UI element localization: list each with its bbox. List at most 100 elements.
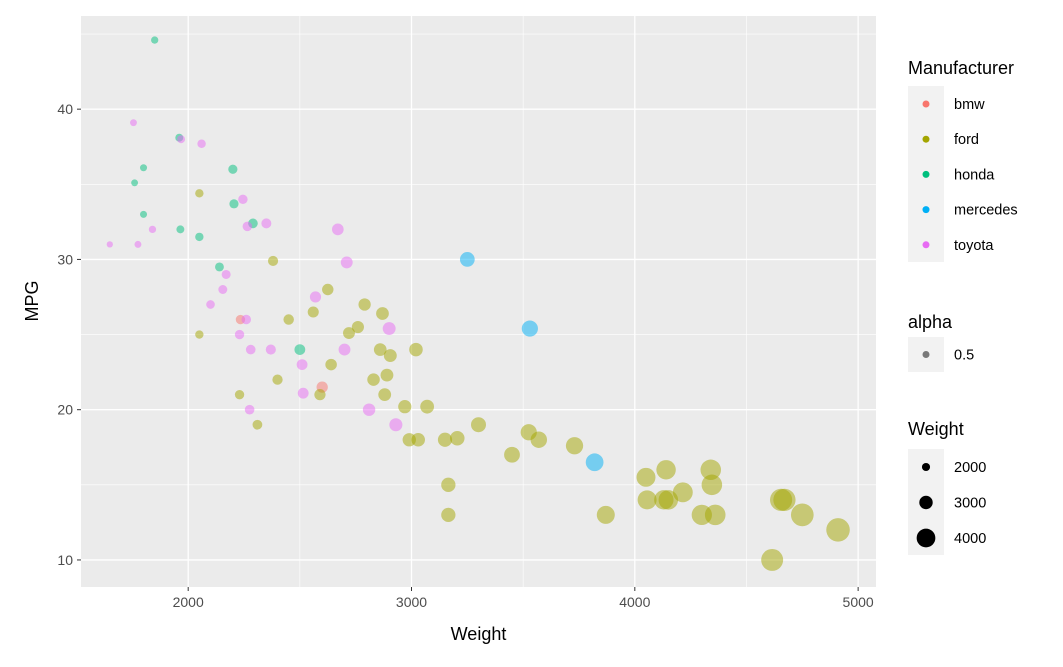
data-point-ford	[441, 477, 456, 492]
data-point-ford	[267, 255, 279, 266]
data-point-honda	[139, 164, 148, 172]
data-point-toyota	[241, 314, 251, 325]
data-point-honda	[176, 225, 185, 234]
data-point-ford	[195, 330, 204, 339]
data-point-toyota	[245, 344, 256, 355]
data-point-toyota	[177, 135, 186, 144]
data-point-ford	[380, 368, 394, 382]
y-tick-label: 40	[57, 101, 73, 117]
data-point-ford	[383, 349, 397, 363]
legend-manufacturer-title: Manufacturer	[908, 58, 1014, 78]
data-point-toyota	[206, 300, 215, 309]
data-point-toyota	[389, 418, 403, 432]
data-point-ford	[761, 548, 784, 571]
data-point-ford	[826, 518, 850, 542]
data-points	[106, 36, 850, 571]
data-point-ford	[471, 417, 486, 433]
x-tick-label: 5000	[843, 594, 874, 610]
data-point-ford	[636, 467, 656, 487]
data-point-ford	[637, 490, 657, 510]
data-point-ford	[367, 373, 380, 386]
data-point-toyota	[331, 223, 344, 236]
legend-label-toyota: toyota	[954, 238, 994, 254]
grid-lines	[81, 16, 876, 587]
data-point-ford	[314, 389, 326, 401]
y-tick-label: 30	[57, 251, 73, 267]
data-point-mercedes	[521, 320, 538, 337]
data-point-toyota	[244, 404, 255, 415]
legend-manufacturer: Manufacturer bmw ford honda mercedes toyota	[908, 58, 1018, 262]
data-point-ford	[437, 432, 453, 447]
legend-weight-label-2000: 2000	[954, 460, 986, 476]
y-axis-title: MPG	[22, 280, 42, 321]
legend-key-bmw	[922, 100, 930, 108]
legend-label-honda: honda	[954, 167, 995, 183]
data-point-ford	[378, 388, 392, 402]
y-axis-ticks: 10 20 30 40	[57, 101, 81, 568]
data-point-ford	[530, 431, 548, 448]
data-point-ford	[376, 307, 389, 320]
data-point-ford	[701, 474, 723, 496]
data-point-toyota	[234, 329, 245, 340]
data-point-honda	[151, 36, 159, 44]
data-point-ford	[195, 189, 204, 198]
legend-label-mercedes: mercedes	[954, 203, 1018, 219]
data-point-ford	[773, 488, 796, 511]
legend-alpha: alpha 0.5	[908, 312, 974, 372]
y-tick-label: 20	[57, 402, 73, 418]
data-point-ford	[325, 358, 337, 371]
data-point-honda	[131, 179, 139, 187]
data-point-toyota	[106, 241, 113, 248]
data-point-ford	[656, 460, 676, 480]
data-point-ford	[351, 320, 364, 334]
data-point-ford	[358, 298, 371, 311]
data-point-ford	[307, 306, 319, 318]
data-point-ford	[373, 343, 387, 356]
data-point-ford	[409, 342, 423, 357]
legend-weight: Weight 2000 3000 4000	[908, 419, 986, 555]
series-toyota	[106, 119, 403, 432]
data-point-toyota	[148, 225, 157, 234]
data-point-ford	[234, 389, 245, 400]
data-point-honda	[229, 199, 239, 209]
legend-key-ford	[922, 135, 930, 143]
legend-weight-key-3000	[919, 495, 933, 510]
data-point-ford	[790, 503, 814, 527]
data-point-toyota	[309, 291, 322, 303]
data-point-ford	[704, 504, 726, 526]
x-tick-label: 4000	[619, 594, 650, 610]
data-point-mercedes	[585, 453, 604, 472]
data-point-ford	[411, 432, 425, 447]
data-point-honda	[215, 262, 224, 272]
legend-key-toyota	[922, 241, 930, 249]
data-point-toyota	[218, 285, 228, 294]
legend-weight-label-3000: 3000	[954, 496, 986, 512]
data-point-toyota	[197, 139, 206, 148]
data-point-toyota	[340, 256, 353, 269]
data-point-toyota	[297, 387, 309, 399]
data-point-toyota	[265, 344, 276, 355]
data-point-toyota	[296, 359, 308, 371]
data-point-ford	[343, 327, 355, 340]
data-point-honda	[139, 210, 148, 218]
x-tick-label: 3000	[396, 594, 427, 610]
data-point-ford	[700, 459, 722, 481]
data-point-ford	[252, 419, 263, 430]
data-point-ford	[658, 490, 679, 510]
series-mercedes	[459, 252, 604, 472]
legend-weight-key-4000	[916, 528, 936, 548]
series-ford	[195, 189, 850, 571]
data-point-toyota	[338, 343, 351, 356]
legend-weight-label-4000: 4000	[954, 531, 986, 547]
legend-alpha-title: alpha	[908, 312, 953, 332]
x-tick-label: 2000	[173, 594, 204, 610]
data-point-honda	[228, 164, 238, 174]
data-point-toyota	[238, 194, 248, 205]
data-point-toyota	[362, 403, 376, 416]
data-point-toyota	[242, 221, 253, 232]
data-point-ford	[420, 399, 435, 414]
data-point-ford	[272, 374, 283, 385]
data-point-toyota	[134, 240, 142, 248]
data-point-ford	[283, 314, 294, 325]
y-tick-label: 10	[57, 552, 73, 568]
